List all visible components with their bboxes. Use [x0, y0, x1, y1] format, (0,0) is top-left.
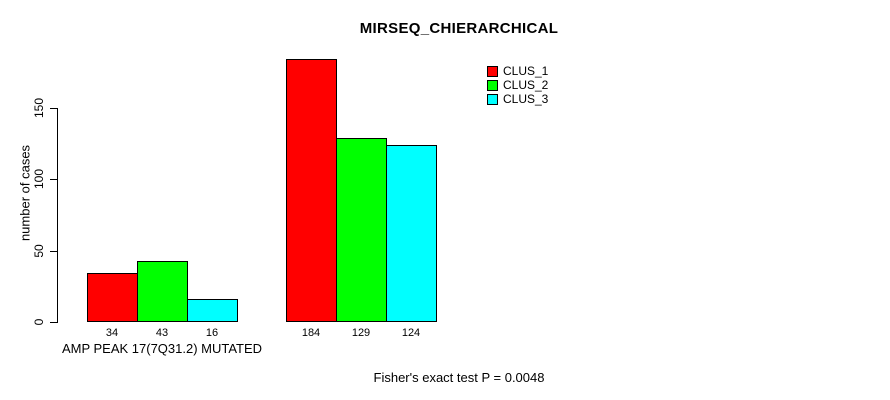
y-axis-tick-label: 0	[32, 318, 46, 326]
stat-annotation: Fisher's exact test P = 0.0048	[373, 370, 545, 385]
bar-clus_2-group2	[336, 137, 387, 322]
bar-value-label: 34	[105, 327, 119, 339]
y-axis-line	[57, 108, 58, 323]
legend: CLUS_1 CLUS_2 CLUS_3	[487, 64, 548, 106]
legend-label: CLUS_2	[503, 78, 549, 92]
bar-value-label: 129	[351, 327, 371, 339]
legend-item-clus_2: CLUS_2	[487, 78, 548, 92]
bar-clus_3-group2	[386, 145, 437, 322]
y-axis-tick-label: 50	[32, 243, 46, 258]
y-axis-tick-label: 100	[32, 169, 46, 190]
bar-value-label: 184	[301, 327, 321, 339]
bar-clus_3-group1	[187, 299, 238, 322]
legend-item-clus_1: CLUS_1	[487, 64, 548, 78]
x-axis-group-label: AMP PEAK 17(7Q31.2) MUTATED	[61, 341, 263, 356]
bar-value-label: 16	[205, 327, 219, 339]
legend-swatch-icon	[487, 93, 498, 105]
legend-label: CLUS_1	[503, 64, 549, 78]
legend-item-clus_3: CLUS_3	[487, 92, 548, 106]
legend-label: CLUS_3	[503, 92, 549, 106]
bar-clus_1-group2	[286, 59, 337, 322]
bar-value-label: 43	[155, 327, 169, 339]
y-axis-label: number of cases	[17, 144, 33, 242]
y-axis-tick	[50, 108, 57, 109]
bar-value-label: 124	[401, 327, 421, 339]
y-axis-tick-label: 150	[32, 97, 46, 119]
bar-clus_2-group1	[137, 260, 188, 322]
legend-swatch-icon	[487, 79, 498, 91]
legend-swatch-icon	[487, 65, 498, 77]
chart-title: MIRSEQ_CHIERARCHICAL	[359, 20, 559, 37]
y-axis-tick	[50, 322, 57, 323]
y-axis-tick	[50, 179, 57, 181]
y-axis-tick	[50, 250, 57, 252]
bar-clus_1-group1	[87, 273, 138, 322]
